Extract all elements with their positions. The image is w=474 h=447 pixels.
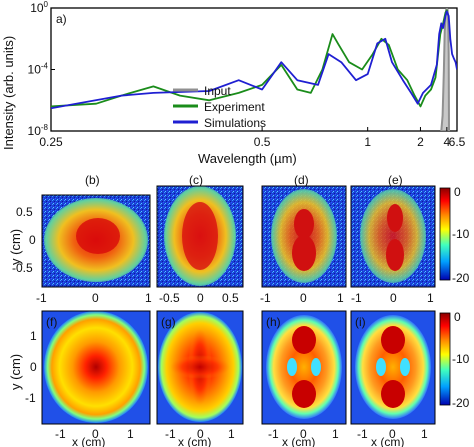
row2-y-tick-1: 0 (30, 360, 37, 374)
series-input (440, 8, 451, 131)
row2-y-axis-title: y (cm) (8, 354, 23, 390)
colorbar-row1-tick-1: -10 (452, 227, 470, 241)
map-i-x-axis-title: x (cm) (371, 435, 404, 447)
map-tag-b: (b) (85, 173, 100, 187)
map-h-x-tick-1: 0 (300, 427, 307, 441)
colorbar-row2-tick-1: -10 (452, 352, 470, 366)
row2-y-tick-2: -1 (25, 391, 36, 405)
map-tag-g: (g) (161, 315, 176, 329)
panel-a-tag: a) (56, 12, 67, 26)
map-f-x-axis-title: x (cm) (72, 435, 105, 447)
row1-y-tick-2: -0.5 (12, 261, 33, 275)
map-i-x-tick-1: 0 (389, 427, 396, 441)
x-axis-title: Wavelength (µm) (198, 151, 297, 166)
experiment-maps-row: (b) (c) (d) (e) (8, 173, 470, 305)
y-tick-label-0: 100 (30, 0, 48, 15)
row1-y-tick-1: 0 (29, 233, 36, 247)
colorbar-row2 (439, 312, 451, 406)
row2-y-tick-0: 1 (30, 329, 37, 343)
legend-label-input: Input (204, 84, 231, 98)
map-h-x-tick-2: 1 (332, 427, 339, 441)
map-c-x-tick-0: -0.5 (159, 291, 180, 305)
map-b (41, 194, 151, 288)
colorbar-row1-tick-2: -20 (452, 271, 470, 285)
map-g-x-tick-1: 0 (197, 427, 204, 441)
y-axis-ticks: 100 10-4 10-8 (28, 0, 55, 138)
row1-y-axis-title: y (cm) (8, 229, 23, 265)
x-axis-ticks: 0.25 0.5 1 2 46.5 (39, 127, 466, 149)
map-tag-h: (h) (266, 315, 281, 329)
map-c (156, 185, 244, 288)
map-f-x-tick-0: -1 (55, 427, 66, 441)
y-tick-label-2: 10-8 (28, 123, 49, 138)
series-simulations (51, 10, 457, 110)
y-axis-title: Intensity (arb. units) (1, 36, 16, 150)
y-tick-label-1: 10-4 (28, 62, 49, 77)
map-h-x-axis-title: x (cm) (282, 435, 315, 447)
map-tag-c: (c) (189, 173, 203, 187)
map-i-x-tick-0: -1 (357, 427, 368, 441)
map-tag-f: (f) (46, 315, 57, 329)
map-e-x-tick-2: 1 (427, 291, 434, 305)
colorbar-row1-tick-0: 0 (454, 185, 461, 199)
x-tick-label-3: 2 (417, 135, 424, 149)
simulation-maps-row: (f) (g) (h) (8, 310, 470, 447)
map-c-x-tick-1: 0 (197, 291, 204, 305)
row1-y-tick-0: 0.5 (16, 205, 33, 219)
map-i-x-tick-2: 1 (421, 427, 428, 441)
map-e-x-tick-1: 0 (390, 291, 397, 305)
map-d-x-tick-1: 0 (300, 291, 307, 305)
map-d (261, 185, 347, 288)
map-d-x-tick-0: -1 (260, 291, 271, 305)
x-tick-label-0: 0.25 (39, 135, 63, 149)
spectrum-panel: a) 100 10-4 10-8 0.25 0.5 1 2 46.5 Intensity (… (1, 0, 466, 166)
map-b-x-tick-1: 0 (92, 291, 99, 305)
legend-label-simulations: Simulations (204, 116, 266, 130)
map-e-x-tick-0: -1 (351, 291, 362, 305)
map-e (350, 185, 436, 288)
colorbar-row1 (439, 187, 451, 281)
spectrum-series-layer (51, 8, 457, 131)
x-tick-label-1: 0.5 (254, 135, 271, 149)
map-g: (g) (156, 310, 244, 425)
x-tick-label-5: 6.5 (449, 135, 466, 149)
map-f-x-tick-1: 0 (92, 427, 99, 441)
legend: Input Experiment Simulations (173, 84, 266, 130)
map-g-x-tick-0: -1 (165, 427, 176, 441)
map-tag-i: (i) (355, 315, 366, 329)
map-i: (i) (350, 310, 436, 425)
map-h: (h) (261, 310, 347, 425)
map-g-x-tick-2: 1 (228, 427, 235, 441)
map-b-x-tick-2: 1 (145, 291, 152, 305)
spectrum-plot-frame (50, 7, 458, 132)
x-tick-label-2: 1 (364, 135, 371, 149)
map-b-x-tick-0: -1 (36, 291, 47, 305)
map-tag-e: (e) (388, 173, 403, 187)
colorbar-row2-tick-0: 0 (454, 310, 461, 324)
map-f-x-tick-2: 1 (127, 427, 134, 441)
map-h-x-tick-0: -1 (268, 427, 279, 441)
map-d-x-tick-2: 1 (337, 291, 344, 305)
colorbar-row2-tick-2: -20 (452, 396, 470, 410)
map-c-x-tick-2: 0.5 (222, 291, 239, 305)
x-tick-label-4: 4 (444, 135, 451, 149)
map-g-x-axis-title: x (cm) (178, 435, 211, 447)
map-tag-d: (d) (294, 173, 309, 187)
legend-label-experiment: Experiment (204, 100, 265, 114)
map-f: (f) (41, 310, 151, 425)
